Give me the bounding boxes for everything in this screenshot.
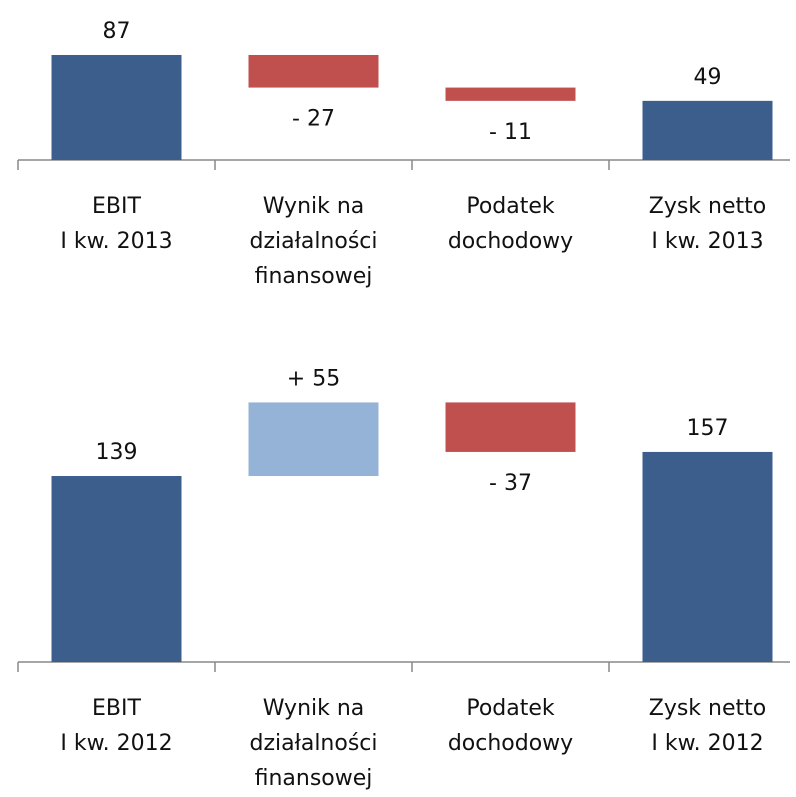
bar — [248, 402, 379, 477]
bar — [642, 100, 773, 160]
x-tick-label: I kw. 2012 — [651, 731, 763, 756]
bar — [51, 476, 182, 662]
value-label: - 37 — [489, 471, 532, 496]
value-label: 139 — [96, 440, 138, 465]
x-tick-label: finansowej — [255, 766, 373, 791]
bar — [248, 54, 379, 88]
bar — [445, 402, 576, 452]
x-tick-label: Wynik na — [263, 696, 365, 721]
x-tick-label: Podatek — [466, 696, 555, 721]
x-tick-label: finansowej — [255, 264, 373, 289]
x-tick-label: EBIT — [92, 194, 141, 219]
x-tick-label: Wynik na — [263, 194, 365, 219]
x-tick-label: Zysk netto — [649, 696, 766, 721]
value-label: 87 — [103, 19, 131, 44]
x-tick-label: I kw. 2012 — [60, 731, 172, 756]
value-label: + 55 — [287, 366, 340, 391]
x-tick-label: Podatek — [466, 194, 555, 219]
x-tick-label: działalności — [249, 229, 377, 254]
bar — [445, 87, 576, 101]
x-tick-label: Zysk netto — [649, 194, 766, 219]
x-tick-label: dochodowy — [448, 731, 573, 756]
value-label: - 27 — [292, 107, 335, 132]
value-label: - 11 — [489, 120, 532, 145]
bar — [642, 451, 773, 662]
value-label: 49 — [694, 65, 722, 90]
value-label: 157 — [687, 416, 729, 441]
bar — [51, 54, 182, 161]
x-tick-label: I kw. 2013 — [651, 229, 763, 254]
x-tick-label: EBIT — [92, 696, 141, 721]
x-tick-label: dochodowy — [448, 229, 573, 254]
x-tick-label: działalności — [249, 731, 377, 756]
x-tick-label: I kw. 2013 — [60, 229, 172, 254]
